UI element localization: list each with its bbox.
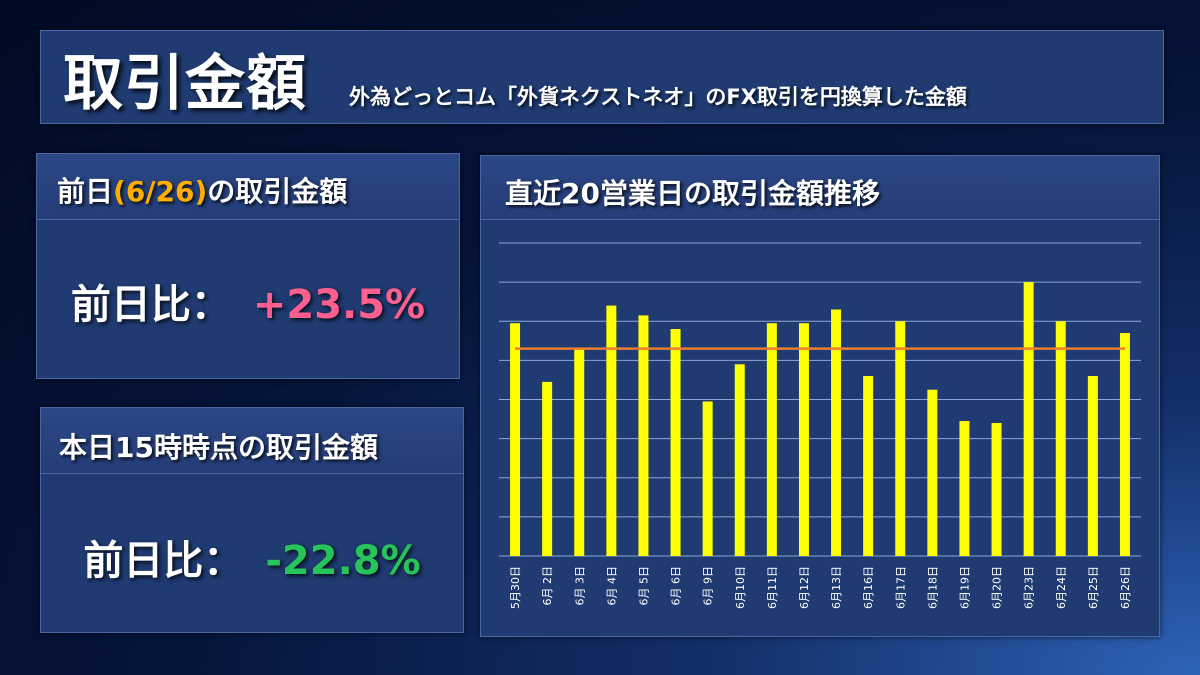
x-tick-label: 6月 4日 <box>605 566 618 606</box>
chart-panel: 直近20営業日の取引金額推移 5月30日 6月 2日 6月 3日 6月 4日 6月 5日… <box>480 155 1160 637</box>
x-tick-label: 6月13日 <box>830 566 843 609</box>
x-tick-label: 6月 3日 <box>573 566 586 606</box>
bar <box>542 381 553 556</box>
x-tick-label: 6月10日 <box>734 566 747 609</box>
x-tick-label: 6月20日 <box>991 566 1004 609</box>
x-tick-label: 6月11日 <box>766 566 779 609</box>
x-tick-label: 6月24日 <box>1055 566 1068 609</box>
bar <box>734 364 745 556</box>
bar <box>798 323 809 556</box>
bar <box>927 389 938 556</box>
bar <box>991 422 1002 556</box>
bar <box>1087 376 1098 556</box>
today-ratio-value: -22.8% <box>265 538 421 584</box>
bar <box>638 315 649 556</box>
previous-day-panel: 前日(6/26)の取引金額 前日比： +23.5% <box>36 153 460 379</box>
x-tick-label: 5月30日 <box>509 566 522 609</box>
bar <box>606 305 617 556</box>
x-tick-label: 6月26日 <box>1119 566 1132 609</box>
previous-day-title: 前日(6/26)の取引金額 <box>37 154 459 220</box>
x-tick-label: 6月19日 <box>958 566 971 609</box>
x-tick-label: 6月18日 <box>926 566 939 609</box>
bar <box>702 401 713 556</box>
x-tick-label: 6月 6日 <box>670 566 683 606</box>
previous-day-ratio: 前日比： +23.5% <box>37 272 459 330</box>
x-tick-label: 6月16日 <box>862 566 875 609</box>
bar <box>766 323 777 556</box>
bar <box>831 309 842 556</box>
previous-day-ratio-value: +23.5% <box>252 282 426 328</box>
bar <box>510 323 521 556</box>
page-title: 取引金額 <box>63 49 307 119</box>
chart-title: 直近20営業日の取引金額推移 <box>481 156 1159 220</box>
bar <box>895 321 906 556</box>
bar-chart: 5月30日 6月 2日 6月 3日 6月 4日 6月 5日 6月 6日 6月 9日 6月10日… <box>499 242 1141 609</box>
today-panel: 本日15時時点の取引金額 前日比： -22.8% <box>40 407 464 633</box>
x-tick-label: 6月 5日 <box>637 566 650 606</box>
previous-day-title-suffix: の取引金額 <box>207 175 348 208</box>
x-tick-label: 6月17日 <box>894 566 907 609</box>
x-tick-label: 6月23日 <box>1023 566 1036 609</box>
previous-day-ratio-label: 前日比： <box>70 282 231 328</box>
x-tick-label: 6月25日 <box>1087 566 1100 609</box>
bar <box>574 348 585 556</box>
previous-day-title-prefix: 前日 <box>57 175 114 208</box>
x-tick-label: 6月 9日 <box>702 566 715 606</box>
header-panel: 取引金額 外為どっとコム「外貨ネクストネオ」のFX取引を円換算した金額 <box>40 30 1164 124</box>
previous-day-date: (6/26) <box>113 175 208 208</box>
bar <box>959 421 970 556</box>
x-tick-label: 6月12日 <box>798 566 811 609</box>
today-ratio-label: 前日比： <box>83 538 244 584</box>
bar <box>1119 332 1130 556</box>
today-ratio: 前日比： -22.8% <box>41 528 463 586</box>
bar <box>1055 321 1066 556</box>
x-tick-label: 6月 2日 <box>541 566 554 606</box>
bar <box>1023 282 1034 556</box>
bar <box>863 376 874 556</box>
bar <box>670 329 681 556</box>
today-title: 本日15時時点の取引金額 <box>41 408 463 474</box>
page-subtitle: 外為どっとコム「外貨ネクストネオ」のFX取引を円換算した金額 <box>349 85 967 109</box>
